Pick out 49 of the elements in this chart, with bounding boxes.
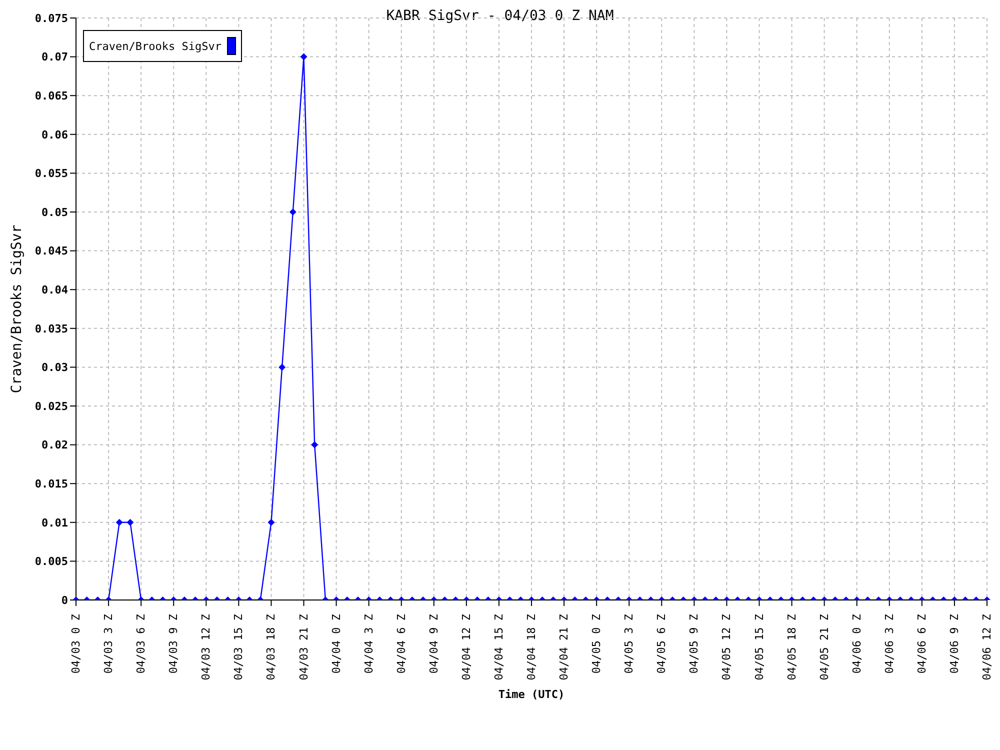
x-tick-label: 04/04 15 Z <box>492 614 506 680</box>
x-tick-label: 04/03 18 Z <box>264 614 278 680</box>
y-tick-label: 0.05 <box>42 206 68 219</box>
x-tick-label: 04/04 12 Z <box>460 614 473 680</box>
x-tick-label: 04/05 12 Z <box>720 614 734 680</box>
x-tick-label: 04/04 18 Z <box>525 614 538 680</box>
y-tick-label: 0.025 <box>34 400 68 413</box>
x-tick-label: 04/03 0 Z <box>70 614 82 674</box>
x-tick-label: 04/04 21 Z <box>558 614 571 680</box>
x-tick-label: 04/06 3 Z <box>882 614 896 674</box>
x-tick-label: 04/03 21 Z <box>297 614 310 680</box>
x-tick-label: 04/04 9 Z <box>427 614 440 674</box>
x-tick-label: 04/05 9 Z <box>688 614 701 674</box>
x-tick-label: 04/03 15 Z <box>232 614 246 680</box>
x-tick-label: 04/06 9 Z <box>948 614 961 674</box>
x-tick-label: 04/05 15 Z <box>752 614 766 680</box>
x-tick-label: 04/04 3 Z <box>362 614 376 674</box>
y-tick-label: 0.065 <box>34 90 68 103</box>
x-tick-label: 04/05 18 Z <box>785 614 798 680</box>
x-tick-label: 04/04 6 Z <box>394 614 408 674</box>
x-tick-label: 04/05 3 Z <box>622 614 636 674</box>
y-tick-label: 0.07 <box>42 50 68 64</box>
legend-label: Craven/Brooks SigSvr <box>89 40 222 52</box>
x-tick-label: 04/06 12 Z <box>980 614 994 680</box>
y-tick-label: 0 <box>61 594 68 607</box>
x-tick-label: 04/06 0 Z <box>850 614 864 674</box>
x-tick-label: 04/05 21 Z <box>818 614 831 680</box>
y-tick-label: 0.06 <box>42 128 68 142</box>
x-tick-label: 04/06 6 Z <box>915 614 928 674</box>
y-tick-label: 0.01 <box>42 516 68 530</box>
y-tick-label: 0.075 <box>34 12 68 25</box>
x-axis-title: Time (UTC) <box>498 688 565 701</box>
y-tick-label: 0.02 <box>42 438 68 452</box>
x-tick-label: 04/05 0 Z <box>590 614 604 674</box>
y-tick-label: 0.045 <box>34 244 68 258</box>
y-tick-label: 0.055 <box>34 167 68 180</box>
y-tick-label: 0.03 <box>42 361 68 374</box>
chart-title: KABR SigSvr - 04/03 0 Z NAM <box>386 8 614 24</box>
y-tick-label: 0.04 <box>42 284 68 297</box>
x-tick-label: 04/03 3 Z <box>102 614 116 674</box>
x-tick-label: 04/03 12 Z <box>200 614 213 680</box>
x-tick-label: 04/04 0 Z <box>330 614 343 674</box>
y-axis-title: Craven/Brooks SigSvr <box>8 224 25 394</box>
y-tick-label: 0.015 <box>34 478 68 491</box>
x-tick-label: 04/05 6 Z <box>655 614 668 674</box>
y-tick-label: 0.035 <box>34 322 68 336</box>
y-tick-label: 0.005 <box>34 555 68 568</box>
x-tick-label: 04/03 6 Z <box>134 614 148 674</box>
x-tick-label: 04/03 9 Z <box>167 614 180 674</box>
